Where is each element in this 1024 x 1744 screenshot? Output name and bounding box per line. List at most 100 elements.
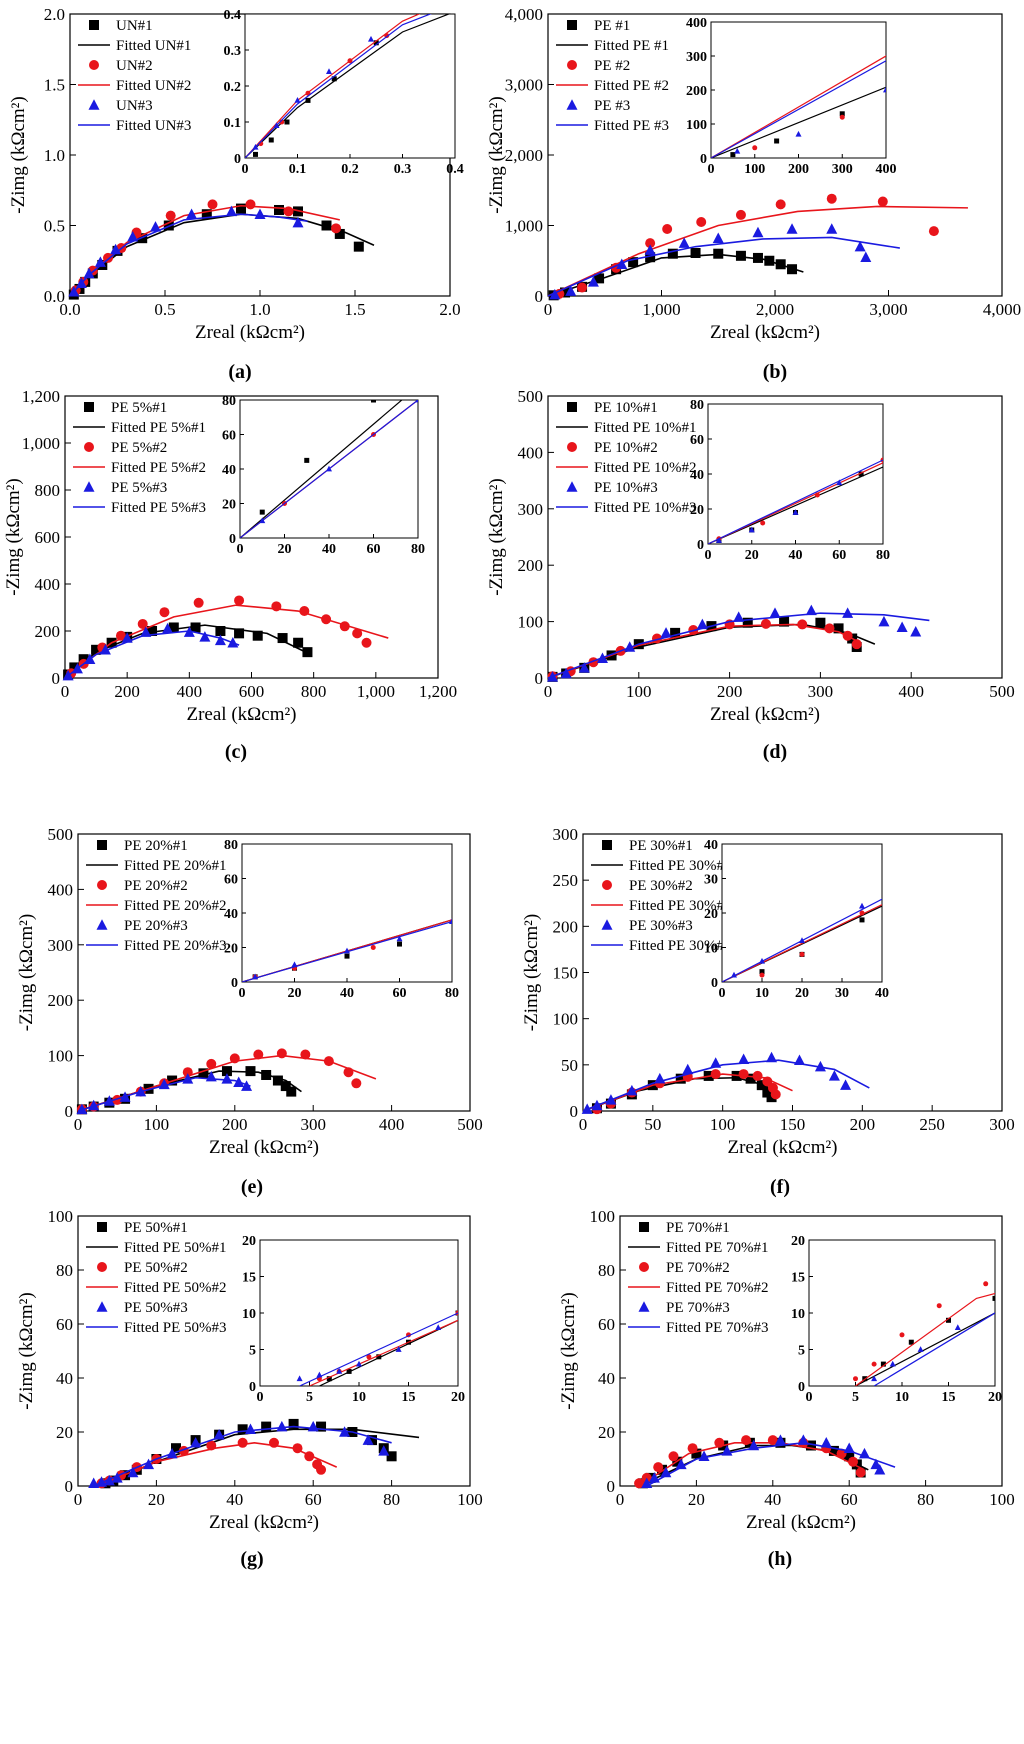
x-tick-label: 300 bbox=[808, 682, 834, 701]
data-point bbox=[237, 1437, 248, 1448]
y-tick-label: 0.0 bbox=[44, 287, 65, 306]
data-point bbox=[293, 637, 304, 648]
y-axis-label: -Zimg (kΩcm²) bbox=[16, 914, 37, 1031]
inset-data-point bbox=[734, 147, 741, 154]
inset-data bbox=[722, 898, 882, 982]
legend-marker bbox=[97, 840, 107, 850]
x-tick-label: 800 bbox=[301, 682, 327, 701]
x-tick-label: 80 bbox=[917, 1490, 934, 1509]
data-point bbox=[596, 652, 608, 664]
inset-data-point bbox=[836, 479, 843, 486]
inset-data-point bbox=[294, 97, 301, 103]
data-point bbox=[75, 277, 87, 289]
x-tick-label: 0 bbox=[544, 682, 553, 701]
inset-fitted-curve bbox=[722, 898, 882, 982]
inset-data-point bbox=[983, 1281, 989, 1287]
data-point bbox=[691, 1448, 702, 1459]
data-point bbox=[577, 282, 588, 293]
inset-data-point bbox=[346, 1368, 352, 1374]
inset-x-tick-label: 0 bbox=[239, 986, 246, 1001]
data-point bbox=[775, 199, 786, 210]
y-tick-label: 0.5 bbox=[44, 217, 65, 236]
inset-data-point bbox=[326, 68, 332, 74]
data-point bbox=[797, 1434, 809, 1445]
inset-data-point bbox=[449, 918, 452, 924]
inset-fitted-curve bbox=[855, 1312, 995, 1386]
data-point bbox=[299, 606, 310, 617]
y-tick-label: 400 bbox=[48, 880, 74, 899]
legend-marker bbox=[84, 442, 94, 452]
legend-marker bbox=[89, 20, 99, 30]
x-tick-label: 60 bbox=[305, 1490, 322, 1509]
x-axis-label: Zreal (kΩcm²) bbox=[710, 704, 820, 725]
legend-entry: PE 30%#2 bbox=[629, 878, 693, 894]
data-point bbox=[183, 626, 195, 637]
inset-y-tick-label: 15 bbox=[242, 1271, 256, 1286]
legend-entry: PE #2 bbox=[594, 58, 630, 74]
y-tick-label: 400 bbox=[518, 443, 544, 462]
data-point bbox=[352, 628, 363, 639]
inset-data-point bbox=[253, 151, 258, 157]
x-tick-label: 3,000 bbox=[869, 300, 907, 319]
legend-marker bbox=[96, 1301, 108, 1312]
chart-panel: 0 200 400 600 800 1,000 1,20002004006008001,00… bbox=[3, 387, 457, 763]
y-tick-label: 500 bbox=[518, 387, 544, 406]
inset-data-point bbox=[792, 509, 799, 515]
inset-x-tick-label: 400 bbox=[876, 162, 897, 177]
inset-data-point bbox=[415, 3, 421, 9]
data-point bbox=[760, 618, 771, 629]
data-point bbox=[271, 601, 282, 612]
data-point bbox=[587, 276, 599, 287]
inset-data-point bbox=[917, 1346, 924, 1352]
legend-entry: PE 20%#1 bbox=[124, 838, 188, 854]
x-tick-label: 40 bbox=[226, 1490, 243, 1509]
data-point bbox=[833, 623, 844, 634]
inset-data-point bbox=[284, 119, 290, 125]
legend-entry: Fitted PE #2 bbox=[594, 78, 669, 94]
data-point bbox=[766, 1051, 778, 1063]
legend-entry: Fitted PE 50%#3 bbox=[124, 1320, 227, 1336]
fitted-curve bbox=[638, 1442, 865, 1487]
y-tick-label: 200 bbox=[48, 991, 74, 1010]
inset-fitted-curve bbox=[245, 14, 421, 158]
x-tick-label: 300 bbox=[989, 1115, 1015, 1134]
data-point bbox=[96, 1476, 108, 1487]
data-point bbox=[752, 252, 763, 263]
inset-data bbox=[708, 457, 883, 544]
data-point bbox=[549, 288, 561, 300]
y-tick-label: 600 bbox=[35, 528, 61, 547]
inset-data-point bbox=[946, 1317, 951, 1323]
data-point bbox=[713, 248, 724, 259]
x-tick-label: 400 bbox=[898, 682, 924, 701]
legend-marker bbox=[639, 1222, 649, 1232]
inset-plot: 0 10 20 30 40 0 10 20 30 40 bbox=[704, 838, 889, 1001]
data-point bbox=[690, 247, 701, 258]
data-point bbox=[756, 1080, 767, 1091]
inset-y-tick-label: 80 bbox=[222, 394, 236, 409]
inset-data-point bbox=[384, 33, 390, 39]
inset-data-point bbox=[871, 1361, 877, 1367]
data-point bbox=[578, 662, 590, 673]
y-tick-label: 1.5 bbox=[44, 76, 65, 95]
inset-y-tick-label: 40 bbox=[690, 468, 704, 483]
data-point bbox=[660, 1466, 672, 1478]
x-tick-label: 0 bbox=[579, 1115, 588, 1134]
data-point bbox=[745, 1073, 756, 1084]
x-tick-label: 20 bbox=[688, 1490, 705, 1509]
data-point bbox=[645, 252, 656, 263]
inset-y-tick-label: 60 bbox=[690, 433, 704, 448]
inset-x-tick-label: 20 bbox=[451, 1390, 465, 1405]
inset-y-tick-label: 0 bbox=[231, 976, 238, 991]
inset-data-point bbox=[799, 937, 805, 943]
data-point bbox=[165, 210, 176, 221]
legend-entry: PE 50%#2 bbox=[124, 1260, 188, 1276]
data-point bbox=[227, 637, 239, 648]
data-point bbox=[648, 1472, 660, 1483]
legend-entry: Fitted PE 70%#1 bbox=[666, 1240, 769, 1256]
x-tick-label: 500 bbox=[457, 1115, 483, 1134]
x-tick-label: 60 bbox=[841, 1490, 858, 1509]
inset-data-point bbox=[326, 465, 332, 472]
x-tick-label: 0 bbox=[74, 1115, 83, 1134]
x-tick-label: 1,000 bbox=[357, 682, 395, 701]
